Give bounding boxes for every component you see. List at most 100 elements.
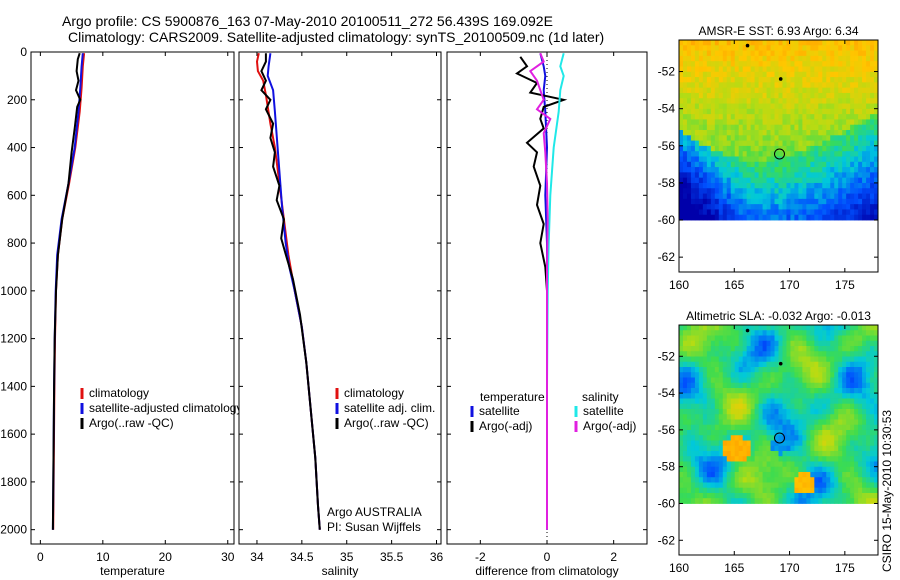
heatmap-cell	[874, 209, 879, 216]
heatmap-cell	[698, 466, 704, 473]
heatmap-cell	[718, 335, 724, 342]
heatmap-cell	[718, 98, 724, 104]
heatmap-cell	[838, 466, 843, 473]
heatmap-cell	[834, 487, 839, 494]
heatmap-cell	[730, 482, 736, 489]
heatmap-cell	[810, 351, 815, 357]
heatmap-cell	[842, 435, 847, 441]
heatmap-cell	[870, 398, 875, 405]
heatmap-cell	[702, 124, 708, 131]
heatmap-cell	[862, 87, 867, 94]
heatmap-cell	[702, 414, 708, 420]
heatmap-cell	[774, 145, 779, 152]
heatmap-cell	[778, 209, 783, 216]
heatmap-cell	[730, 92, 736, 99]
heatmap-cell	[790, 161, 795, 168]
heatmap-cell	[734, 398, 740, 405]
heatmap-cell	[870, 61, 875, 67]
heatmap-cell	[826, 140, 831, 147]
heatmap-cell	[710, 214, 716, 221]
heatmap-cell	[718, 119, 724, 126]
heatmap-cell	[806, 429, 811, 436]
heatmap-cell	[790, 456, 795, 462]
heatmap-cell	[774, 55, 779, 62]
heatmap-cell	[810, 71, 815, 78]
heatmap-cell	[778, 66, 783, 73]
heatmap-cell	[830, 372, 835, 378]
y-tick-label: -60	[658, 213, 676, 227]
x-tick-label: -2	[475, 550, 486, 564]
heatmap-cell	[794, 435, 799, 441]
heatmap-cell	[862, 177, 867, 184]
heatmap-cell	[679, 177, 684, 184]
heatmap-cell	[810, 361, 815, 368]
heatmap-cell	[866, 445, 871, 452]
argo-position-marker	[773, 148, 785, 160]
heatmap-cell	[770, 424, 775, 431]
heatmap-cell	[718, 471, 724, 478]
heatmap-cell	[838, 340, 843, 347]
heatmap-cell	[782, 193, 787, 200]
heatmap-cell	[822, 50, 827, 57]
heatmap-cell	[702, 40, 708, 46]
heatmap-cell	[838, 50, 843, 57]
heatmap-cell	[722, 414, 728, 420]
heatmap-cell	[802, 330, 807, 336]
heatmap-cell	[778, 114, 783, 120]
heatmap-cell	[762, 50, 767, 57]
heatmap-cell	[762, 108, 767, 115]
heatmap-cell	[842, 440, 847, 447]
heatmap-cell	[682, 330, 688, 336]
heatmap-cell	[706, 440, 712, 447]
heatmap-cell	[762, 98, 767, 104]
heatmap-cell	[810, 140, 815, 147]
heatmap-cell	[682, 440, 688, 447]
heatmap-cell	[834, 325, 839, 331]
heatmap-cell	[754, 92, 759, 99]
heatmap-cell	[798, 40, 803, 46]
heatmap-cell	[818, 346, 823, 352]
heatmap-cell	[790, 482, 795, 489]
heatmap-cell	[838, 140, 843, 147]
heatmap-cell	[842, 424, 847, 431]
heatmap-cell	[722, 204, 728, 210]
heatmap-cell	[694, 66, 700, 73]
heatmap-cell	[702, 77, 708, 83]
heatmap-cell	[826, 382, 831, 389]
heatmap-cell	[802, 419, 807, 426]
heatmap-cell	[706, 156, 712, 163]
heatmap-cell	[738, 124, 744, 131]
heatmap-cell	[694, 356, 700, 363]
heatmap-cell	[762, 167, 767, 173]
heatmap-cell	[682, 450, 688, 457]
heatmap-cell	[742, 408, 748, 415]
heatmap-cell	[866, 419, 871, 426]
heatmap-cell	[842, 193, 847, 200]
heatmap-cell	[850, 182, 855, 189]
heatmap-cell	[870, 135, 875, 142]
heatmap-cell	[786, 98, 791, 104]
heatmap-cell	[850, 124, 855, 131]
heatmap-cell	[786, 466, 791, 473]
x-tick-label: 160	[669, 278, 689, 292]
heatmap-cell	[798, 108, 803, 115]
heatmap-cell	[802, 151, 807, 157]
heatmap-cell	[870, 482, 875, 489]
axes-frame	[238, 51, 442, 545]
heatmap-cell	[874, 382, 879, 389]
heatmap-cell	[679, 492, 684, 499]
heatmap-cell	[738, 140, 744, 147]
heatmap-cell	[738, 466, 744, 473]
heatmap-cell	[686, 435, 692, 441]
heatmap-cell	[786, 340, 791, 347]
map-title: Altimetric SLA: -0.032 Argo: -0.013	[686, 309, 871, 323]
heatmap-cell	[834, 145, 839, 152]
heatmap-cell	[710, 429, 716, 436]
heatmap-cell	[850, 445, 855, 452]
heatmap-cell	[746, 66, 752, 73]
heatmap-cell	[690, 450, 696, 457]
heatmap-cell	[686, 87, 692, 94]
heatmap-cell	[858, 92, 863, 99]
heatmap-cell	[774, 387, 779, 394]
heatmap-cell	[746, 424, 752, 431]
